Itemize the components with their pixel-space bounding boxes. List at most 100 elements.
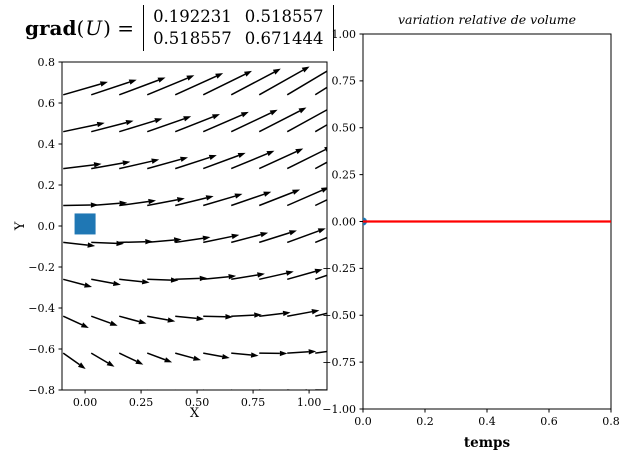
matrix-cell-11: 0.671444 (244, 29, 324, 48)
vector-arrow-shaft (63, 241, 88, 246)
vector-arrow-shaft (90, 315, 111, 324)
x-tick-label: 0.75 (241, 396, 266, 409)
matrix-cell-10: 0.518557 (153, 29, 232, 48)
x-tick-label: 0.4 (478, 415, 496, 428)
vector-arrow-shaft (63, 164, 95, 170)
vector-arrow-head (192, 355, 201, 361)
x-tick-label: 0.25 (129, 396, 154, 409)
vector-arrow-head (116, 240, 125, 247)
vector-arrow-head (122, 160, 131, 166)
volume-series (363, 217, 611, 226)
vector-arrow-head (320, 187, 327, 193)
vector-arrow-shaft (259, 232, 290, 244)
y-tick-label: 0.25 (332, 168, 357, 181)
vector-arrow-head (84, 282, 93, 288)
vector-arrow-shaft (174, 75, 217, 96)
vector-arrow-head (285, 270, 294, 276)
vector-arrow-shaft (230, 152, 268, 170)
vector-arrow-head (324, 146, 327, 153)
vector-arrow-shaft (231, 352, 252, 356)
vector-arrow-shaft (287, 310, 313, 317)
vector-arrow-shaft (314, 161, 327, 170)
vector-arrow-head (99, 81, 108, 87)
vector-arrow-shaft (314, 86, 327, 96)
vector-arrow-shaft (202, 114, 243, 133)
vector-arrow-head (221, 353, 230, 360)
vector-arrow-head (314, 268, 323, 274)
vector-arrow-shaft (90, 352, 109, 364)
vector-arrow-shaft (175, 315, 197, 320)
matrix-cell-00: 0.192231 (153, 7, 232, 27)
matrix-cell-01: 0.518557 (244, 7, 324, 27)
vector-arrow-head (208, 154, 217, 160)
vector-arrow-head (272, 68, 281, 75)
vector-arrow-head (260, 232, 269, 238)
vector-arrow-head (109, 320, 118, 326)
vector-arrow-shaft (315, 274, 327, 281)
vector-arrow-shaft (175, 197, 207, 207)
vector-arrow-shaft (315, 350, 327, 354)
vector-arrow-head (282, 310, 291, 317)
vector-arrow-shaft (258, 110, 301, 133)
y-tick-label: −1.00 (322, 403, 356, 416)
vector-arrow-head (138, 318, 147, 325)
vector-arrow-head (327, 105, 335, 111)
vector-arrow-shaft (259, 272, 287, 281)
vector-arrow-shaft (315, 312, 327, 317)
vector-arrow-shaft (175, 156, 210, 170)
vector-arrow-shaft (119, 315, 140, 323)
y-tick-label: 0.00 (332, 215, 357, 228)
vector-arrow-shaft (62, 352, 80, 366)
vector-arrow-head (353, 144, 361, 150)
y-tick-label: 0.6 (38, 97, 56, 110)
gradient-matrix: 0.192231 0.518557 0.518557 0.671444 (143, 5, 334, 51)
vector-arrow-head (170, 277, 179, 283)
vector-arrow-shaft (231, 274, 258, 281)
vector-arrow-head (301, 66, 310, 73)
vector-arrow-head (167, 317, 176, 323)
vector-arrow-head (263, 191, 272, 197)
vector-arrow-shaft (314, 199, 327, 207)
vector-arrow-shaft (258, 69, 304, 96)
gradient-equation: grad(U) = 0.192231 0.518557 0.518557 0.6… (25, 3, 334, 53)
vector-arrow-shaft (63, 278, 85, 286)
vector-arrow-shaft (175, 237, 204, 244)
vector-arrow-shaft (119, 119, 156, 133)
vector-arrow-shaft (231, 314, 255, 317)
vector-arrow-head (231, 233, 240, 240)
y-tick-label: −0.25 (322, 262, 356, 275)
vector-arrow-head (151, 158, 160, 164)
vector-arrow-shaft (62, 315, 83, 326)
grad-label: grad (25, 16, 77, 40)
vector-arrow-head (80, 322, 89, 328)
vector-arrow-head (288, 230, 297, 236)
vector-arrow-shaft (175, 277, 200, 281)
vector-arrow-shaft (119, 160, 153, 170)
vector-arrow-head (257, 272, 265, 278)
vector-arrow-shaft (147, 239, 175, 244)
vector-arrow-head (141, 279, 150, 285)
quiver-axes: 0.00 0.25 0.50 0.75 1.00 0.8 0.6 0.4 0.2 0.0 −0.2 −… (13, 56, 328, 421)
vector-arrow-shaft (91, 162, 124, 170)
y-tick-label: −0.75 (322, 356, 356, 369)
vector-arrow-shaft (258, 150, 297, 170)
y-tick-label: 0.4 (38, 138, 56, 151)
vector-arrow-head (125, 119, 134, 126)
vector-arrow-head (202, 235, 211, 241)
vector-arrow-shaft (119, 278, 143, 283)
vector-arrow-head (77, 362, 86, 369)
vector-arrow-head (96, 121, 105, 128)
vector-arrow-shaft (147, 315, 169, 321)
quiver-xlabel: X (190, 406, 200, 421)
x-tick-label: 0.0 (354, 415, 372, 428)
vector-arrow-head (106, 360, 115, 367)
vector-arrow-shaft (118, 79, 159, 96)
open-paren: ( (76, 16, 85, 40)
x-tick-label: 0.50 (185, 396, 210, 409)
vector-arrow-head (250, 352, 259, 358)
vector-arrow-head (317, 228, 326, 234)
equals-sign: ) = (103, 16, 135, 40)
vector-arrow-head (186, 75, 195, 81)
